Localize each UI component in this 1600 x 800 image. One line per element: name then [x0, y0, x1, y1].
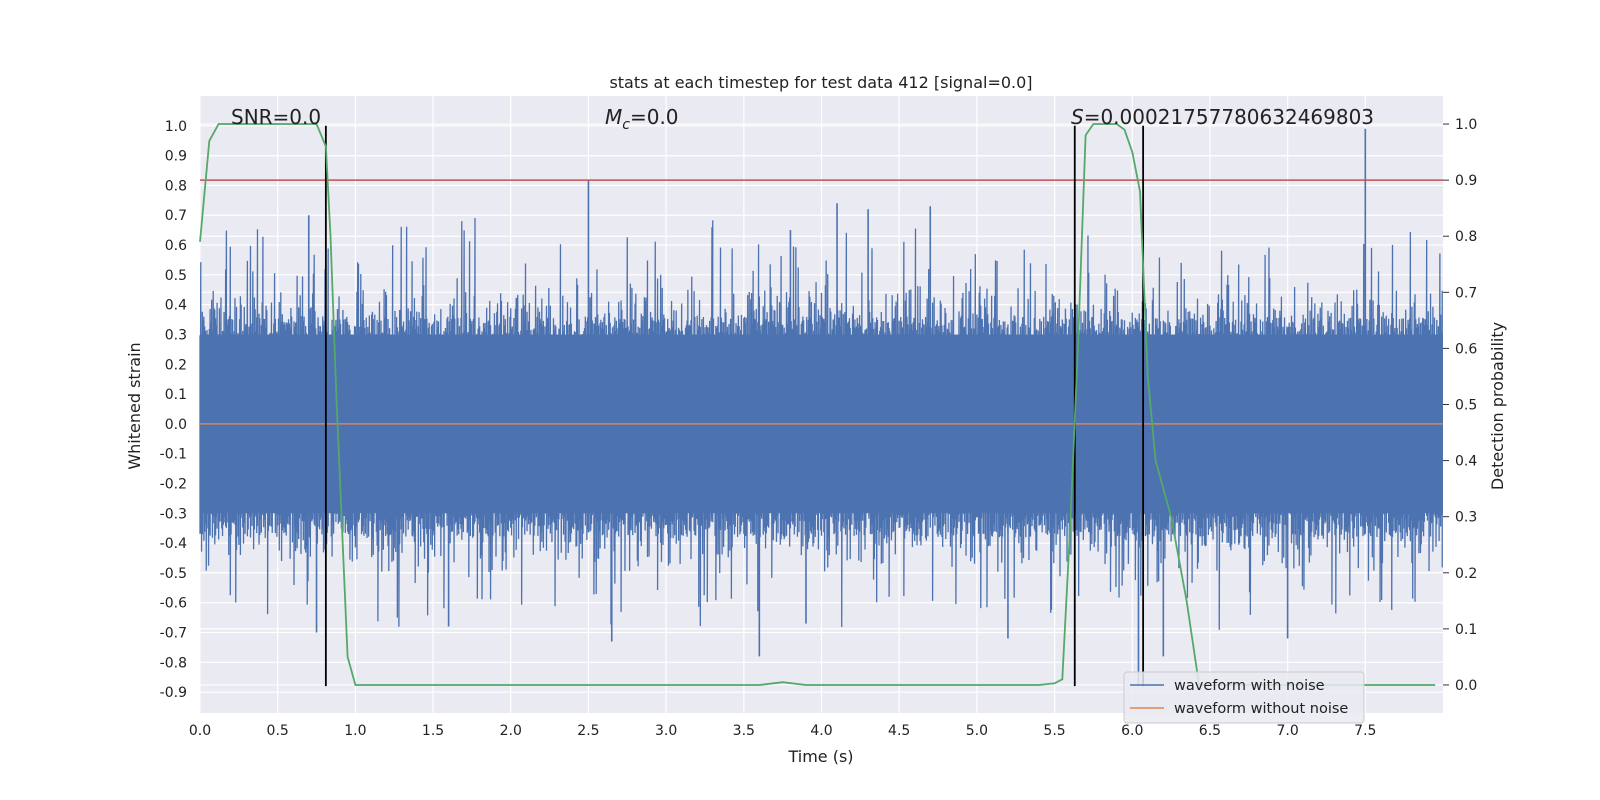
y-tick-label: 0.9	[165, 149, 187, 165]
y-tick-label: 0.7	[165, 208, 187, 224]
chart-title: stats at each timestep for test data 412…	[609, 73, 1032, 92]
annotation-mc-symbol: M	[605, 105, 622, 129]
y-tick-label: 0.4	[165, 298, 187, 314]
x-tick-label: 5.0	[966, 723, 988, 739]
y-right-tick-label: 0.7	[1455, 285, 1477, 301]
legend-label-noise: waveform with noise	[1174, 678, 1325, 694]
x-tick-label: 2.0	[500, 723, 522, 739]
y-right-tick-label: 0.6	[1455, 341, 1477, 357]
y-tick-label: -0.8	[160, 655, 187, 671]
y-tick-label: 0.2	[165, 357, 187, 373]
y-tick-label: -0.1	[160, 447, 187, 463]
y-right-tick-label: 1.0	[1455, 117, 1477, 133]
y-tick-label: 0.0	[165, 417, 187, 433]
annotation-mc: Mc=0.0	[605, 105, 679, 133]
annotation-mc-value: =0.0	[630, 105, 679, 129]
x-tick-label: 0.0	[189, 723, 211, 739]
y-tick-label: -0.3	[160, 506, 187, 522]
y-tick-label: 1.0	[165, 119, 187, 135]
annotation-s-value: =0.00021757780632469803	[1084, 105, 1374, 129]
series-detection-probability	[199, 123, 1436, 686]
legend: waveform with noise waveform without noi…	[1123, 671, 1365, 724]
x-tick-labels: 0.0 0.5 1.0 1.5 2.0 2.5 3.0 3.5 4.0 4.5 5.0 5.5 6.0 6…	[189, 723, 1377, 739]
y-right-tick-label: 0.4	[1455, 454, 1477, 470]
y-tick-label: -0.7	[160, 626, 187, 642]
x-tick-label: 3.5	[733, 723, 755, 739]
x-tick-label: 2.5	[577, 723, 599, 739]
y-axis-title: Whitened strain	[125, 342, 144, 469]
y-tick-label: 0.1	[165, 387, 187, 403]
y-right-axis-title: Detection probability	[1488, 322, 1507, 490]
y-right-tick-label: 0.5	[1455, 398, 1477, 414]
y-right-tick-label: 0.9	[1455, 173, 1477, 189]
x-tick-label: 1.0	[344, 723, 366, 739]
y-tick-label: 0.3	[165, 327, 187, 343]
y-tick-label: -0.9	[160, 685, 187, 701]
series-lines	[199, 123, 1443, 687]
x-tick-label: 1.5	[422, 723, 444, 739]
legend-box	[1123, 671, 1365, 724]
x-tick-label: 6.0	[1121, 723, 1143, 739]
annotation-s: S=0.00021757780632469803	[1071, 105, 1374, 129]
x-tick-label: 4.5	[888, 723, 910, 739]
x-tick-label: 7.0	[1276, 723, 1298, 739]
y-right-tick-label: 0.3	[1455, 510, 1477, 526]
y-tick-label: -0.5	[160, 566, 187, 582]
x-tick-label: 0.5	[267, 723, 289, 739]
y-tick-label: -0.2	[160, 476, 187, 492]
y-right-tick-label: 0.2	[1455, 566, 1477, 582]
x-tick-label: 4.0	[810, 723, 832, 739]
legend-label-clean: waveform without noise	[1174, 701, 1348, 717]
y-tick-label: 0.6	[165, 238, 187, 254]
y-tick-label: -0.6	[160, 596, 187, 612]
annotation-s-symbol: S	[1071, 105, 1084, 129]
y-tick-label: 0.8	[165, 178, 187, 194]
y-right-tick-label: 0.8	[1455, 229, 1477, 245]
annotation-snr: SNR=0.0	[231, 105, 321, 129]
y-tick-label: 0.5	[165, 268, 187, 284]
y-tick-label: -0.4	[160, 536, 187, 552]
y-right-tick-labels: 1.0 0.9 0.8 0.7 0.6 0.5 0.4 0.3 0.2 0.1 0.0	[1443, 117, 1477, 694]
x-tick-label: 7.5	[1354, 723, 1376, 739]
x-tick-label: 6.5	[1199, 723, 1221, 739]
y-tick-labels: 1.0 0.9 0.8 0.7 0.6 0.5 0.4 0.3 0.2 0.1 0.0 -0.1 -0.…	[160, 119, 187, 701]
x-tick-label: 5.5	[1043, 723, 1065, 739]
x-axis-title: Time (s)	[787, 747, 853, 766]
y-right-tick-label: 0.1	[1455, 622, 1477, 638]
y-right-tick-label: 0.0	[1455, 678, 1477, 694]
annotation-mc-subscript: c	[622, 117, 630, 133]
x-tick-label: 3.0	[655, 723, 677, 739]
